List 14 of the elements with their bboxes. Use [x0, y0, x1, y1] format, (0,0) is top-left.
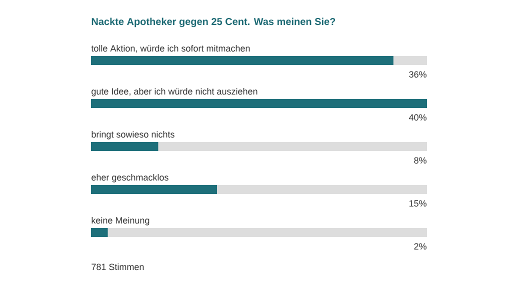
- data-label: 36%: [409, 71, 426, 78]
- y-tick-label: keine Meinung: [92, 216, 150, 226]
- data-label: 2%: [414, 243, 426, 250]
- data-label: 8%: [414, 157, 426, 164]
- bar: [91, 142, 158, 152]
- y-tick-label: gute Idee, aber ich würde nicht ausziehen: [92, 88, 258, 96]
- y-tick-label: tolle Aktion, würde ich sofort mitmachen: [91, 44, 250, 53]
- data-label: 40%: [408, 114, 426, 121]
- bar: [91, 228, 108, 238]
- chart-title: Nackte Apotheker gegen 25 Cent. Was meinen Sie?: [92, 18, 336, 28]
- y-tick-label: bringt sowieso nichts: [92, 130, 174, 140]
- text: 781 Stimmen: [92, 263, 144, 270]
- y-tick-label: eher geschmacklos: [92, 174, 168, 182]
- data-label: 15%: [409, 200, 426, 207]
